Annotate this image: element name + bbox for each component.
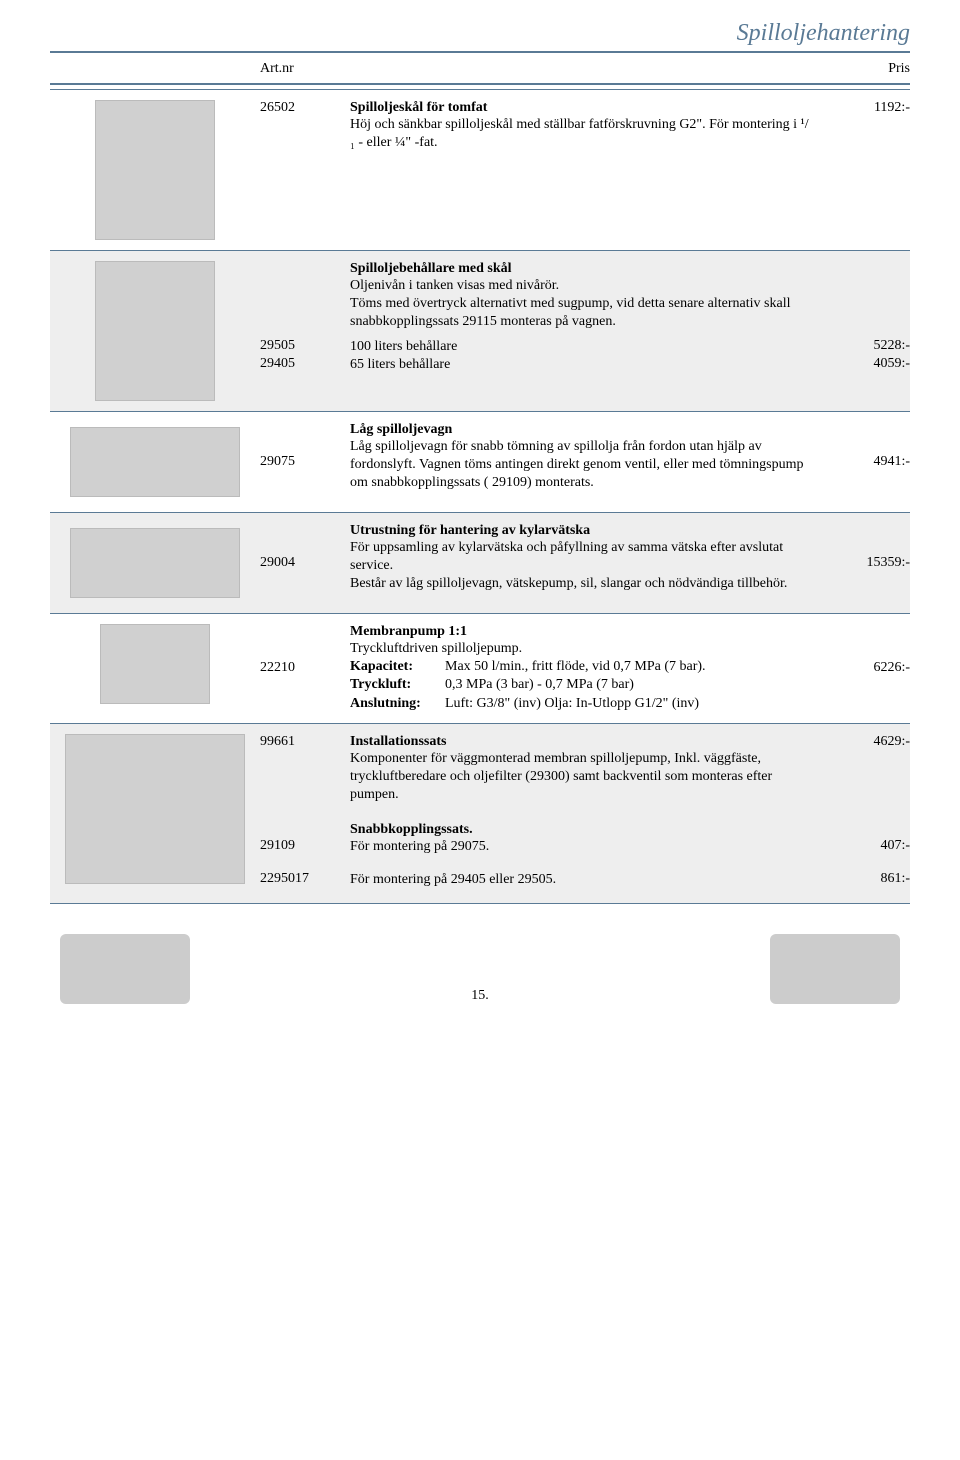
product-title: Membranpump 1:1 [350,624,810,640]
art-number: 22210 [260,660,350,676]
art-number: 26502 [260,100,350,116]
product-title: Snabbkopplingssats. [350,822,810,838]
art-number: 29004 [260,555,350,571]
logo-midland [770,934,900,1004]
spec-label: Anslutning: [350,695,445,713]
product-image [70,528,240,598]
product-image [70,427,240,497]
table-header: Art.nr Pris [50,61,910,77]
price: 1192:- [820,100,910,116]
product-image [95,261,215,401]
product-row: 26502 Spilloljeskål för tomfat Höj och s… [50,90,910,250]
product-row: 22210 Membranpump 1:1 Tryckluftdriven sp… [50,614,910,723]
price: 861:- [820,871,910,889]
product-image [95,100,215,240]
product-title: Installationssats [350,734,810,750]
art-number: 29405 [260,356,350,374]
art-number: 29109 [260,838,350,856]
product-row: Spilloljebehållare med skål Oljenivån i … [50,251,910,411]
product-image [65,734,245,884]
spec-value: Max 50 l/min., fritt flöde, vid 0,7 MPa … [445,658,706,676]
art-number: 29075 [260,454,350,470]
variant-desc: För montering på 29405 eller 29505. [350,871,820,889]
product-description: Tryckluftdriven spilloljepump. [350,640,810,658]
variant-desc: 65 liters behållare [350,356,820,374]
art-number: 2295017 [260,871,350,889]
spec-value: 0,3 MPa (3 bar) - 0,7 MPa (7 bar) [445,676,634,694]
header-price: Pris [820,61,910,77]
spec-label: Tryckluft: [350,676,445,694]
product-title: Spilloljebehållare med skål [350,261,810,277]
price: 4629:- [820,734,910,805]
price: 15359:- [820,555,910,571]
price: 6226:- [820,660,910,676]
product-description: För uppsamling av kylarvätska och påfyll… [350,539,810,594]
product-title: Spilloljeskål för tomfat [350,100,810,116]
product-image [100,624,210,704]
price: 4059:- [820,356,910,374]
page-title: Spilloljehantering [50,20,910,53]
product-description: Låg spilloljevagn för snabb tömning av s… [350,438,810,493]
page-footer: 15. [50,934,910,1004]
divider [50,83,910,85]
variant-desc: 100 liters behållare [350,338,820,356]
price: 5228:- [820,338,910,356]
product-title: Låg spilloljevagn [350,422,810,438]
spec-label: Kapacitet: [350,658,445,676]
header-art: Art.nr [260,61,350,77]
product-description: Komponenter för väggmonterad membran spi… [350,750,810,805]
logo-orion [60,934,190,1004]
variant-desc: För montering på 29075. [350,838,820,856]
product-row: 99661 Installationssats Komponenter för … [50,724,910,903]
price: 4941:- [820,454,910,470]
product-row: 29075 Låg spilloljevagn Låg spilloljevag… [50,412,910,512]
product-row: 29004 Utrustning för hantering av kylarv… [50,513,910,613]
art-number: 29505 [260,338,350,356]
page-number: 15. [471,988,489,1004]
divider-thin [50,903,910,904]
spec-value: Luft: G3/8" (inv) Olja: In-Utlopp G1/2" … [445,695,699,713]
price: 407:- [820,838,910,856]
product-description: Oljenivån i tanken visas med nivårör. Tö… [350,277,810,332]
product-title: Utrustning för hantering av kylarvätska [350,523,810,539]
product-description: Höj och sänkbar spilloljeskål med ställb… [350,116,810,152]
art-number: 99661 [260,734,350,805]
